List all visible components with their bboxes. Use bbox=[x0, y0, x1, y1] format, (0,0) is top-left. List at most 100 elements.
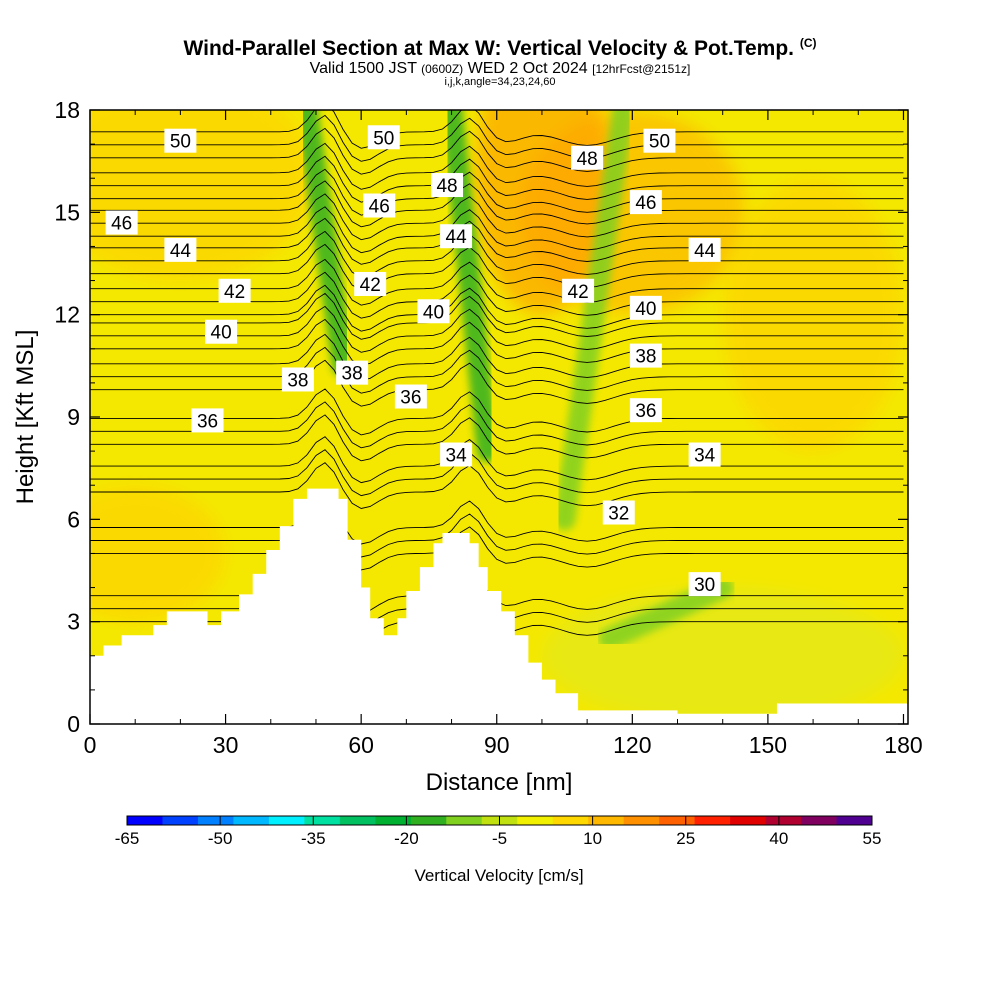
colorbar-tick-label: -5 bbox=[492, 829, 507, 848]
colorbar-swatch bbox=[765, 816, 802, 825]
isentrope-labels: 50 50 50 48 48 46 46 46 44 44 44 42 42 42 40 40 40 38 38 38… bbox=[105, 125, 721, 597]
colorbar-swatch bbox=[801, 816, 838, 825]
colorbar-swatch bbox=[446, 816, 483, 825]
colorbar-swatch bbox=[339, 816, 376, 825]
isentrope-label-bg bbox=[688, 572, 721, 597]
chart-subtitle: Valid 1500 JST (0600Z) WED 2 Oct 2024 [1… bbox=[309, 60, 691, 77]
isentrope-label-bg bbox=[191, 408, 224, 433]
isentrope bbox=[90, 462, 904, 509]
isentrope-label: 38 bbox=[336, 360, 369, 385]
isentrope-label-bg bbox=[164, 128, 197, 153]
colorbar-swatch bbox=[197, 816, 234, 825]
isentrope-label-text: 44 bbox=[170, 241, 192, 262]
isentrope-label-bg bbox=[205, 319, 238, 344]
isentrope-label-text: 46 bbox=[369, 197, 390, 218]
isentrope-label-bg bbox=[629, 295, 662, 320]
colorbar-swatch bbox=[694, 816, 731, 825]
isentrope-label-text: 42 bbox=[224, 282, 245, 303]
y-axis-label: Height [Kft MSL] bbox=[12, 330, 39, 505]
isentrope-label: 42 bbox=[218, 278, 251, 303]
isentrope-label: 36 bbox=[394, 384, 427, 409]
isentrope-label-text: 42 bbox=[360, 275, 381, 296]
x-axis-label: Distance [nm] bbox=[426, 769, 573, 796]
x-tick-label: 60 bbox=[348, 732, 374, 758]
isentrope-label-text: 44 bbox=[445, 227, 467, 248]
isentrope-label-bg bbox=[602, 500, 635, 525]
isentrope bbox=[90, 127, 904, 175]
colorbar-swatch bbox=[552, 816, 589, 825]
colorbar-swatch bbox=[268, 816, 305, 825]
isentrope-label-text: 50 bbox=[649, 132, 670, 153]
chart-title: Wind-Parallel Section at Max W: Vertical… bbox=[183, 36, 817, 60]
y-tick-label: 9 bbox=[67, 404, 80, 430]
isentrope-label-bg bbox=[367, 125, 400, 150]
colorbar-tick-label: 40 bbox=[769, 829, 788, 848]
isentrope-label-bg bbox=[363, 193, 396, 218]
colorbar-swatch bbox=[730, 816, 767, 825]
isentrope-label: 44 bbox=[440, 224, 473, 249]
colorbar-swatch bbox=[836, 816, 873, 825]
isentrope-label-bg bbox=[571, 145, 604, 170]
colorbar-swatch bbox=[517, 816, 554, 825]
isentrope-label-bg bbox=[440, 442, 473, 467]
isentrope bbox=[90, 155, 904, 203]
isentrope bbox=[90, 388, 904, 436]
isentrope bbox=[90, 318, 904, 366]
isentropes bbox=[90, 110, 904, 639]
isentrope bbox=[90, 114, 904, 162]
colorbar-swatch bbox=[375, 816, 412, 825]
isentrope-label-bg bbox=[336, 360, 369, 385]
isentrope-label-bg bbox=[688, 442, 721, 467]
isentrope-label-bg bbox=[105, 210, 138, 235]
isentrope-label-bg bbox=[164, 237, 197, 262]
isentrope-label-text: 48 bbox=[436, 176, 457, 197]
isentrope-label: 46 bbox=[629, 190, 662, 215]
chart-params: i,j,k,angle=34,23,24,60 bbox=[444, 76, 556, 88]
colorbar-swatch bbox=[659, 816, 696, 825]
isentrope-label: 44 bbox=[688, 237, 721, 262]
isentrope bbox=[90, 449, 904, 497]
isentrope-label-text: 50 bbox=[170, 132, 191, 153]
isentrope-label-bg bbox=[629, 398, 662, 423]
y-tick-label: 15 bbox=[54, 199, 80, 225]
isentrope-label-bg bbox=[431, 173, 464, 198]
isentrope bbox=[90, 523, 904, 571]
isentrope-label-bg bbox=[440, 224, 473, 249]
isentrope bbox=[90, 110, 904, 149]
isentrope bbox=[90, 206, 904, 254]
isentrope-label: 40 bbox=[629, 295, 662, 320]
isentrope bbox=[90, 284, 904, 332]
isentrope bbox=[90, 230, 904, 278]
isentrope-label-bg bbox=[281, 367, 314, 392]
colorbar-swatch bbox=[304, 816, 341, 825]
isentrope-label: 38 bbox=[281, 367, 314, 392]
y-tick-label: 6 bbox=[67, 506, 80, 532]
terrain-mask bbox=[90, 488, 908, 725]
x-tick-label: 180 bbox=[884, 732, 922, 758]
isentrope-label: 36 bbox=[629, 398, 662, 423]
y-tick-label: 3 bbox=[67, 609, 80, 635]
y-tick-label: 12 bbox=[54, 302, 80, 328]
colorbar-tick-label: 25 bbox=[676, 829, 695, 848]
x-tick-label: 120 bbox=[613, 732, 651, 758]
isentrope-label-bg bbox=[688, 237, 721, 262]
isentrope-label-text: 40 bbox=[423, 302, 444, 323]
isentrope-label-text: 40 bbox=[635, 299, 656, 320]
colorbar-swatch bbox=[233, 816, 270, 825]
x-tick-label: 150 bbox=[749, 732, 787, 758]
isentrope bbox=[90, 436, 904, 484]
isentrope bbox=[90, 401, 904, 449]
x-tick-label: 30 bbox=[213, 732, 239, 758]
colorbar: -65 -50 -35 -20 -5 10 25 40 55 bbox=[115, 815, 881, 848]
isentrope-label-text: 46 bbox=[111, 214, 132, 235]
colorbar-tick-label: 10 bbox=[583, 829, 602, 848]
y-tick-label: 0 bbox=[67, 711, 80, 737]
x-tick-label: 90 bbox=[484, 732, 510, 758]
colorbar-swatch bbox=[588, 816, 625, 825]
isentrope-label-text: 32 bbox=[608, 504, 629, 525]
colorbar-swatch bbox=[127, 816, 163, 825]
isentrope-label-text: 46 bbox=[635, 193, 656, 214]
isentrope-label: 40 bbox=[205, 319, 238, 344]
isentrope bbox=[90, 414, 904, 462]
